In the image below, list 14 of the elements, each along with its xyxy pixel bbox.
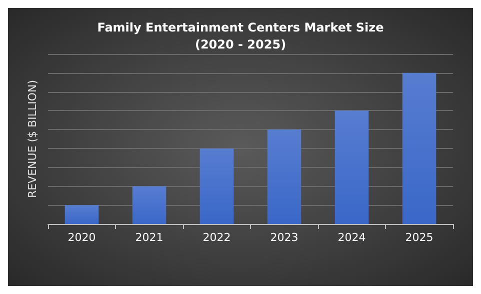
x-tick-label: 2022 <box>202 231 231 244</box>
x-tick-label: 2021 <box>135 231 164 244</box>
x-tick-label: 2024 <box>338 231 366 244</box>
chart-title: Family Entertainment Centers Market Size (2020 - 2025) <box>97 20 384 52</box>
x-tick-label: 2025 <box>405 231 434 244</box>
bar <box>132 186 166 224</box>
bar <box>334 110 369 224</box>
x-tick-label: 2023 <box>270 231 298 244</box>
bar <box>64 205 99 224</box>
bar <box>402 72 436 224</box>
x-tick-label: 2020 <box>68 231 96 244</box>
bar <box>200 148 234 224</box>
y-axis-title: REVENUE ($ BILLION) <box>26 80 39 198</box>
bar <box>267 130 302 224</box>
